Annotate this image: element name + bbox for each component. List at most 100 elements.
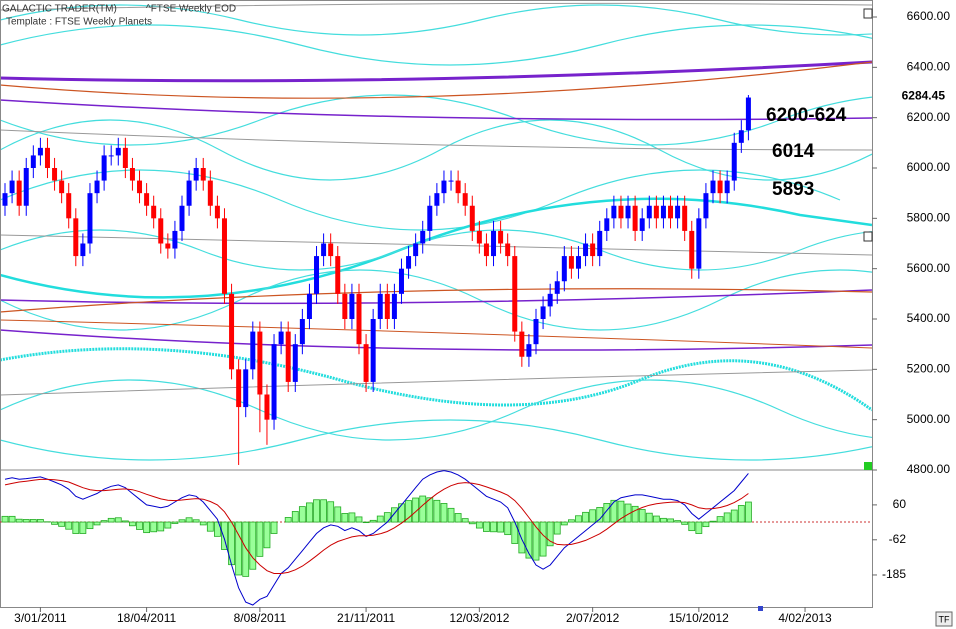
candle-body xyxy=(193,168,199,181)
candle-body xyxy=(370,319,376,382)
histogram-bar xyxy=(398,503,405,523)
x-tick-label: 12/03/2012 xyxy=(449,611,509,625)
histogram-bar xyxy=(553,521,561,535)
histogram-bar xyxy=(348,512,356,523)
candle-body xyxy=(526,344,532,357)
candle-body xyxy=(533,319,539,345)
histogram-bar xyxy=(171,521,179,524)
histogram-bar xyxy=(525,521,533,559)
histogram-bar xyxy=(107,517,115,523)
histogram-bar xyxy=(596,507,604,523)
histogram-bar xyxy=(511,521,519,544)
histogram-bar xyxy=(419,495,427,523)
candle-body xyxy=(321,243,327,257)
scale-icon[interactable] xyxy=(863,231,873,242)
histogram-bar xyxy=(256,521,264,557)
candle-body xyxy=(448,180,454,182)
histogram-bar xyxy=(674,520,681,523)
price-annotation: 6200-624 xyxy=(766,105,847,126)
histogram-bar xyxy=(461,518,469,523)
y-tick-label: 5800.00 xyxy=(907,211,951,225)
candle-body xyxy=(122,147,128,168)
panel-handle[interactable] xyxy=(864,462,872,470)
histogram-bar xyxy=(100,520,108,523)
candle-body xyxy=(179,205,185,231)
candle-body xyxy=(335,256,341,294)
symbol: ^FTSE Weekly EOD xyxy=(146,4,236,15)
candle-body xyxy=(689,230,695,269)
candle-body xyxy=(469,205,475,231)
candle-body xyxy=(646,205,652,219)
candle-body xyxy=(16,180,22,206)
candle-body xyxy=(214,205,220,219)
candle-body xyxy=(420,230,426,244)
candle-body xyxy=(391,293,397,319)
histogram-bar xyxy=(426,497,434,523)
y-tick-label: -185 xyxy=(882,567,906,581)
histogram-bar xyxy=(737,505,745,523)
candle-body xyxy=(568,256,574,269)
histogram-bar xyxy=(93,521,101,526)
histogram-bar xyxy=(568,519,575,523)
y-tick-label: -62 xyxy=(889,532,907,546)
histogram-bar xyxy=(150,521,158,533)
candle-body xyxy=(250,331,256,370)
histogram-bar xyxy=(709,520,717,523)
app-title: GALACTIC TRADER(TM) xyxy=(2,4,117,15)
histogram-bar xyxy=(730,509,738,523)
candle-body xyxy=(342,293,348,319)
histogram-bar xyxy=(86,521,94,530)
candles xyxy=(2,95,751,465)
candle-body xyxy=(172,230,178,249)
histogram-bar xyxy=(121,520,129,523)
candle-body xyxy=(724,180,730,194)
histogram-bar xyxy=(376,515,384,523)
candle-body xyxy=(23,168,29,206)
histogram-bar xyxy=(483,521,490,532)
candle-body xyxy=(590,243,596,257)
candle-body xyxy=(483,243,489,257)
histogram-bar xyxy=(497,521,505,533)
candle-body xyxy=(314,256,320,294)
histogram-bar xyxy=(129,521,136,527)
candle-body xyxy=(229,293,235,370)
tf-button[interactable] xyxy=(935,611,953,627)
histogram-bar xyxy=(37,519,44,523)
histogram-bar xyxy=(617,500,625,523)
candle-body xyxy=(696,218,702,269)
y-tick-label: 5600.00 xyxy=(907,261,951,275)
corner-icon[interactable] xyxy=(863,8,873,19)
histogram-bar xyxy=(504,521,512,536)
candle-body xyxy=(115,147,121,156)
histogram-bar xyxy=(341,513,349,523)
candle-body xyxy=(221,218,227,294)
candle-body xyxy=(604,218,610,231)
histogram-bar xyxy=(652,515,660,523)
candle-body xyxy=(236,369,242,408)
candle-body xyxy=(285,331,291,382)
histogram-bar xyxy=(539,521,547,557)
histogram-bar xyxy=(291,511,299,523)
y-tick-label: 60 xyxy=(893,497,907,511)
histogram-bar xyxy=(667,518,674,523)
x-tick-label: 2/07/2012 xyxy=(566,611,620,625)
y-tick-label: 5400.00 xyxy=(907,311,951,325)
histogram-bar xyxy=(660,517,667,523)
candle-body xyxy=(37,147,43,156)
candle-body xyxy=(108,155,114,157)
histogram-bar xyxy=(603,503,611,523)
histogram-bar xyxy=(681,521,689,525)
candle-body xyxy=(165,243,171,249)
histogram-bar xyxy=(221,521,228,550)
plot-border xyxy=(0,0,873,608)
candle-body xyxy=(278,331,284,345)
histogram-bar xyxy=(490,521,497,533)
histogram-bar xyxy=(575,515,582,523)
histogram-bar xyxy=(532,521,540,561)
histogram-bar xyxy=(320,499,328,523)
histogram-bar xyxy=(702,521,710,528)
histogram-bar xyxy=(157,521,165,532)
x-tick-label: 3/01/2011 xyxy=(14,611,67,625)
